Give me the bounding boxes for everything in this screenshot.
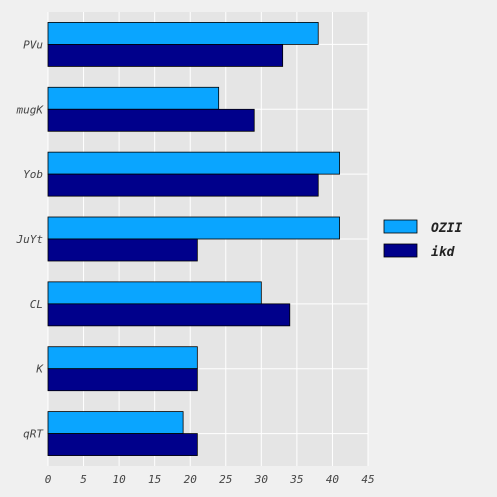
x-tick-label: 10: [112, 473, 126, 486]
y-category-label: K: [35, 363, 44, 376]
y-category-label: qRT: [23, 428, 44, 441]
y-category-label: PVu: [23, 38, 43, 51]
legend-label: OZII: [431, 221, 462, 236]
bars: [47, 22, 340, 456]
bar-ikd-qRT: [47, 433, 198, 456]
bar-OZII-PVu: [47, 22, 319, 45]
bar-ikd-Yob: [47, 173, 319, 197]
bar-OZII-qRT: [47, 411, 184, 434]
bar-OZII-CL: [47, 281, 262, 305]
bar-ikd-K: [47, 368, 198, 392]
bar-OZII-Yob: [47, 151, 340, 175]
bar-OZII-JuYt: [47, 216, 340, 240]
x-tick-label: 20: [184, 473, 198, 486]
x-axis-ticks: 0 5 10 15 20 25 30 35 40 45: [45, 473, 375, 486]
y-category-label: Yob: [23, 168, 43, 181]
bar-OZII-mugK: [47, 86, 220, 110]
bar-OZII-K: [47, 346, 198, 370]
x-tick-label: 40: [326, 473, 340, 486]
y-category-label: mugK: [16, 103, 45, 116]
x-tick-label: 35: [289, 473, 303, 486]
legend-swatch-OZII: [383, 219, 418, 234]
x-tick-label: 0: [45, 473, 52, 486]
x-tick-label: 45: [361, 473, 374, 486]
bar-ikd-mugK: [47, 108, 255, 132]
x-tick-label: 30: [254, 473, 269, 486]
y-category-label: JuYt: [16, 233, 44, 246]
legend: OZII ikd: [383, 219, 462, 260]
x-tick-label: 15: [148, 473, 161, 486]
x-tick-label: 5: [80, 473, 87, 486]
x-tick-label: 25: [219, 473, 232, 486]
bar-ikd-PVu: [47, 44, 284, 67]
bar-ikd-JuYt: [47, 238, 198, 262]
bar-ikd-CL: [47, 303, 291, 327]
y-category-label: CL: [30, 298, 43, 311]
legend-swatch-ikd: [383, 243, 418, 258]
legend-label: ikd: [431, 245, 456, 260]
